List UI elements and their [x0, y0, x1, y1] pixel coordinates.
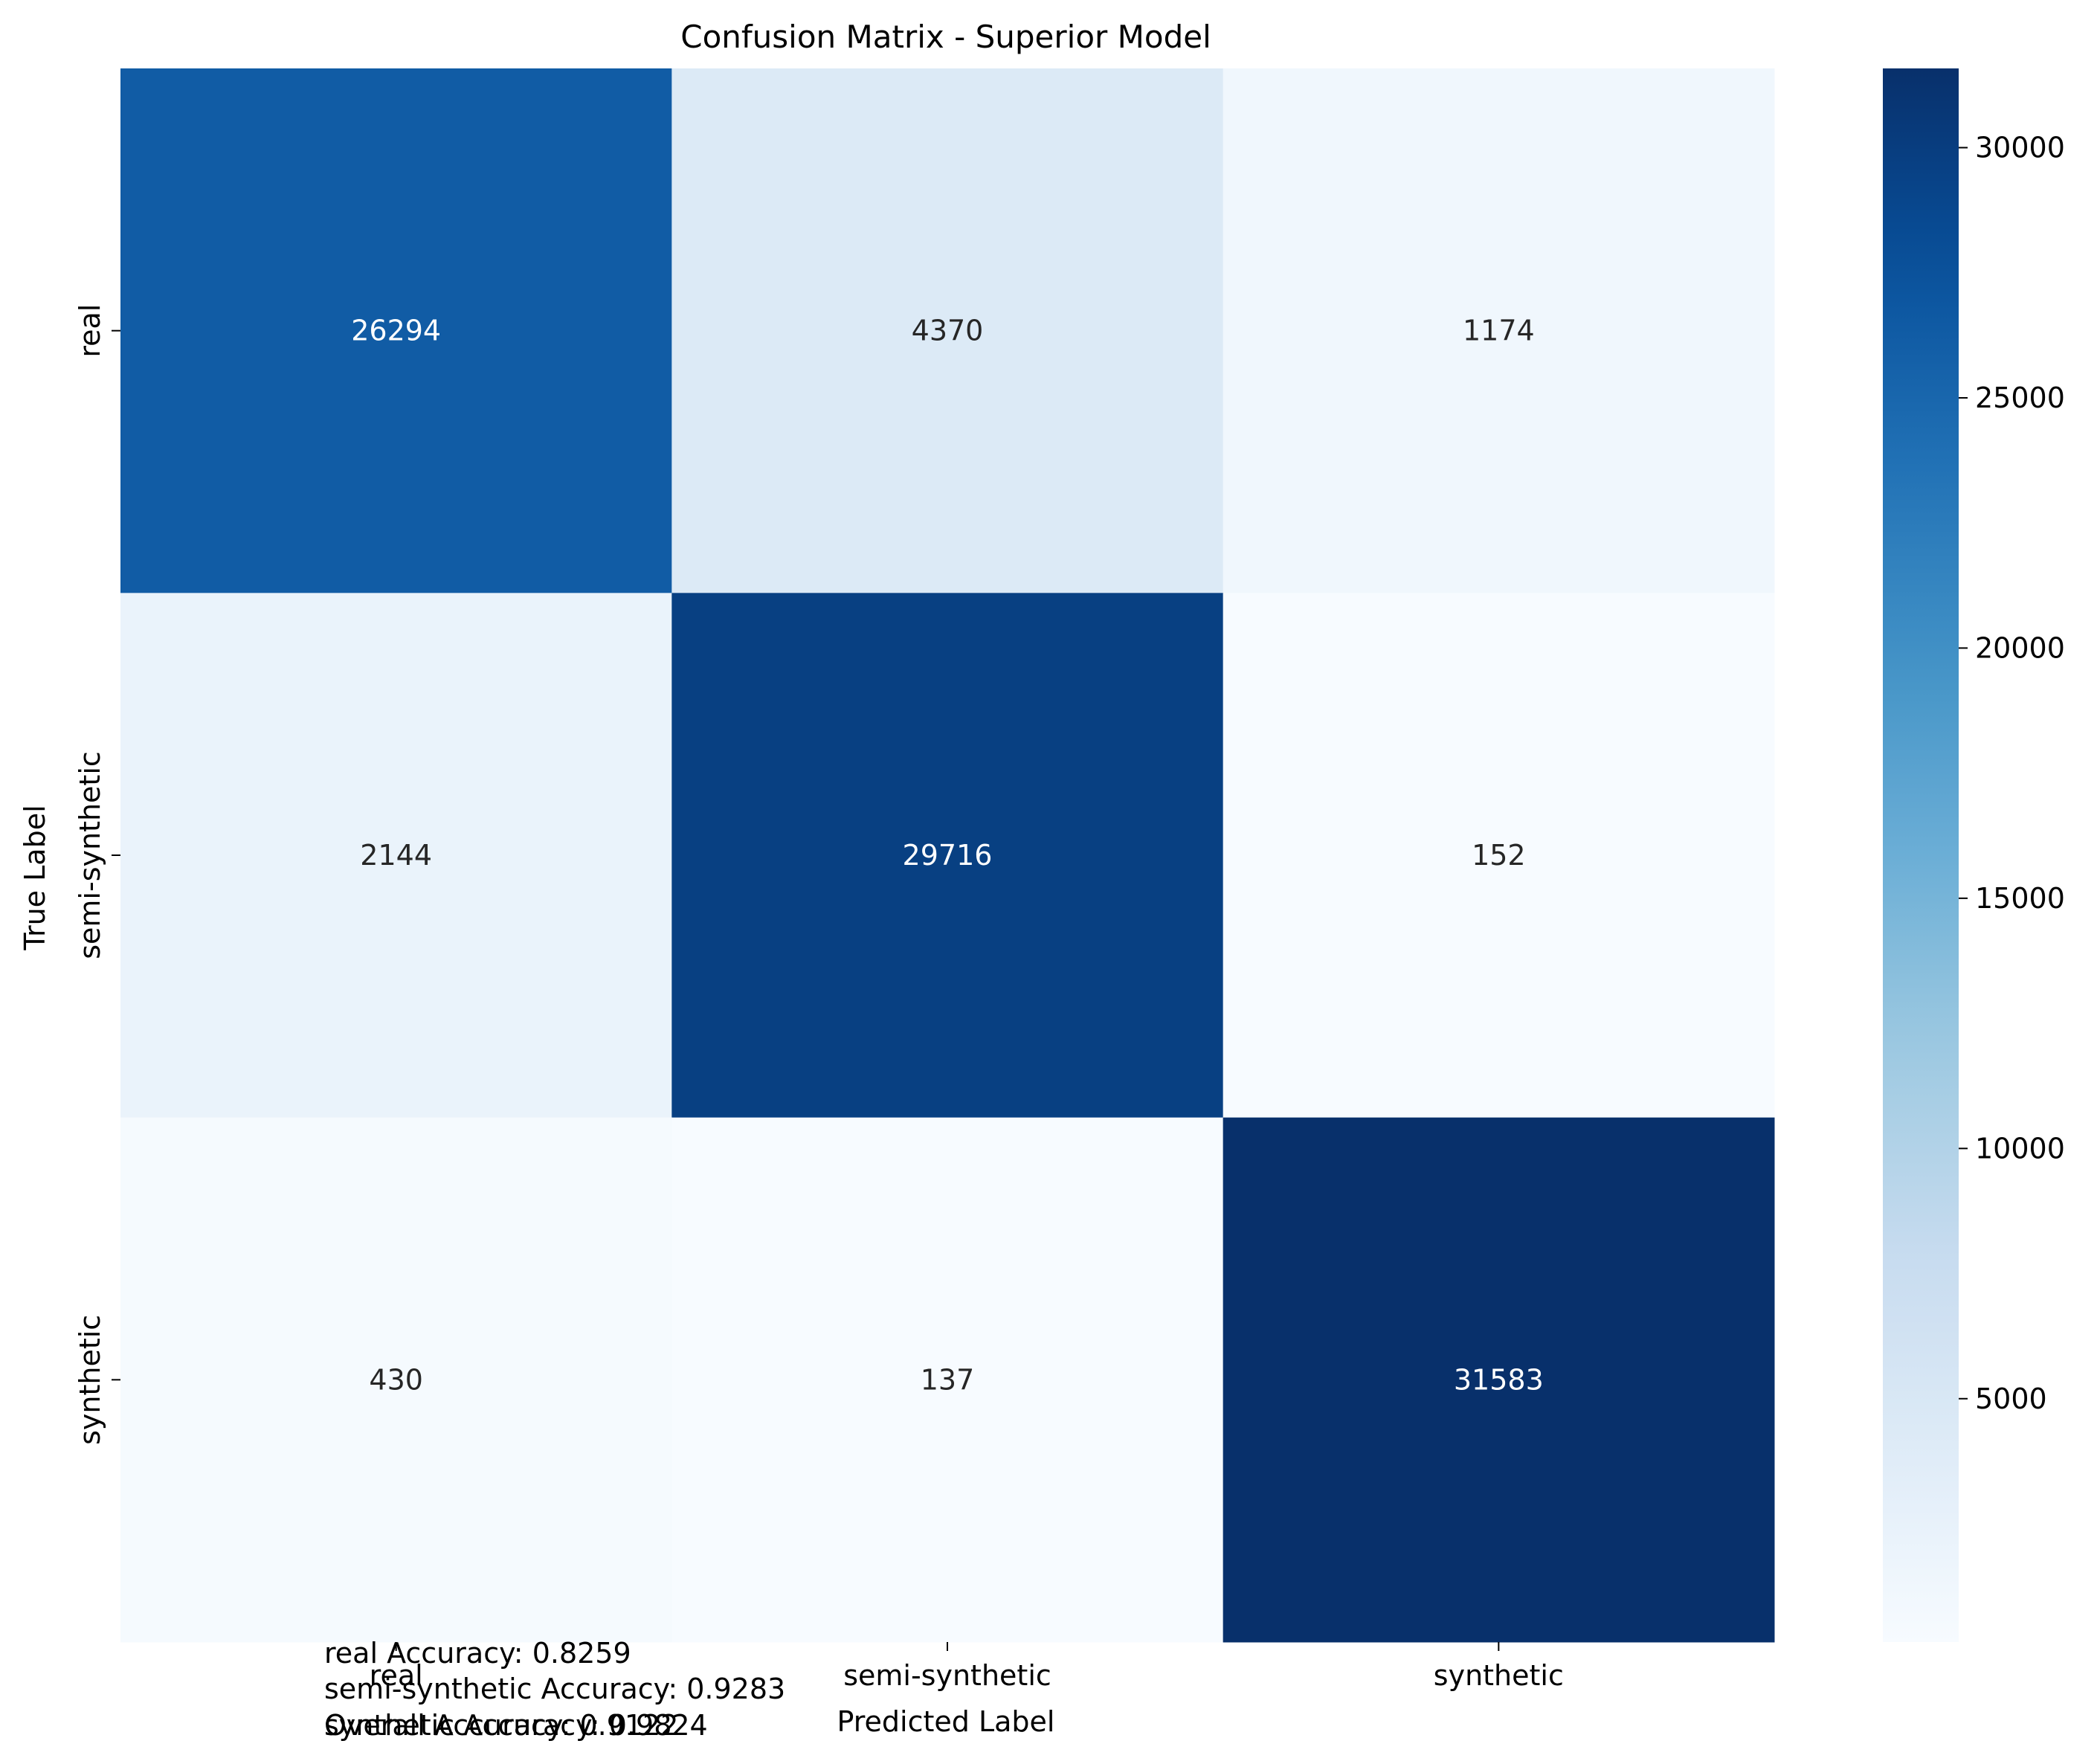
x-tick-label: real [370, 1659, 423, 1692]
cell-value-label: 4370 [912, 315, 984, 347]
colorbar-tick-label: 15000 [1975, 882, 2065, 915]
cell-value-label: 29716 [903, 839, 993, 872]
heatmap-cell [120, 1117, 672, 1643]
heatmap-cell [671, 68, 1224, 593]
heatmap-cell-labels: 26294 4370 1174 2144 29716 152 430 137 31583 [351, 315, 1544, 1397]
heatmap-cell [1223, 68, 1775, 593]
cell-value-label: 137 [921, 1363, 975, 1396]
accuracy-annotation: semi-synthetic Accuracy: 0.9283 [324, 1673, 785, 1705]
accuracy-annotation: real Accuracy: 0.8259 [324, 1637, 631, 1670]
colorbar-tick-label: 20000 [1975, 631, 2065, 664]
heatmap-cell [1223, 1117, 1775, 1643]
colorbar: 5000 10000 15000 20000 25000 30000 [1883, 68, 2065, 1642]
heatmap-cells [120, 68, 1775, 1643]
colorbar-tick-label: 10000 [1975, 1132, 2065, 1165]
y-axis-label: True Label [19, 805, 51, 950]
x-tick-label: semi-synthetic [843, 1659, 1051, 1692]
accuracy-annotation: synthetic Accuracy: 0.9824 [324, 1709, 708, 1742]
colorbar-gradient [1883, 68, 1959, 1642]
colorbar-tick-label: 5000 [1975, 1382, 2047, 1415]
heatmap-cell [671, 593, 1224, 1118]
accuracy-annotation: Overall Accuracy: 0.9122 [324, 1709, 678, 1742]
heatmap-cell [1223, 593, 1775, 1118]
x-tick-label: synthetic [1434, 1659, 1564, 1692]
cell-value-label: 430 [369, 1363, 423, 1396]
y-tick-label: real [74, 304, 106, 358]
cell-value-label: 26294 [351, 315, 441, 347]
colorbar-tick-label: 25000 [1975, 382, 2065, 414]
cell-value-label: 1174 [1463, 315, 1535, 347]
cell-value-label: 2144 [360, 839, 432, 872]
cell-value-label: 31583 [1454, 1363, 1544, 1396]
heatmap-cell [120, 68, 672, 593]
y-tick-label: semi-synthetic [74, 751, 106, 959]
colorbar-tick-label: 30000 [1975, 132, 2065, 164]
x-axis-label: Predicted Label [837, 1705, 1055, 1738]
y-axis: real semi-synthetic synthetic [74, 304, 120, 1445]
heatmap-cell [671, 1117, 1224, 1643]
cell-value-label: 152 [1472, 839, 1526, 872]
chart-title: Confusion Matrix - Superior Model [680, 19, 1211, 55]
y-tick-label: synthetic [74, 1315, 106, 1445]
x-axis: real semi-synthetic synthetic [370, 1642, 1564, 1692]
heatmap-cell [120, 593, 672, 1118]
